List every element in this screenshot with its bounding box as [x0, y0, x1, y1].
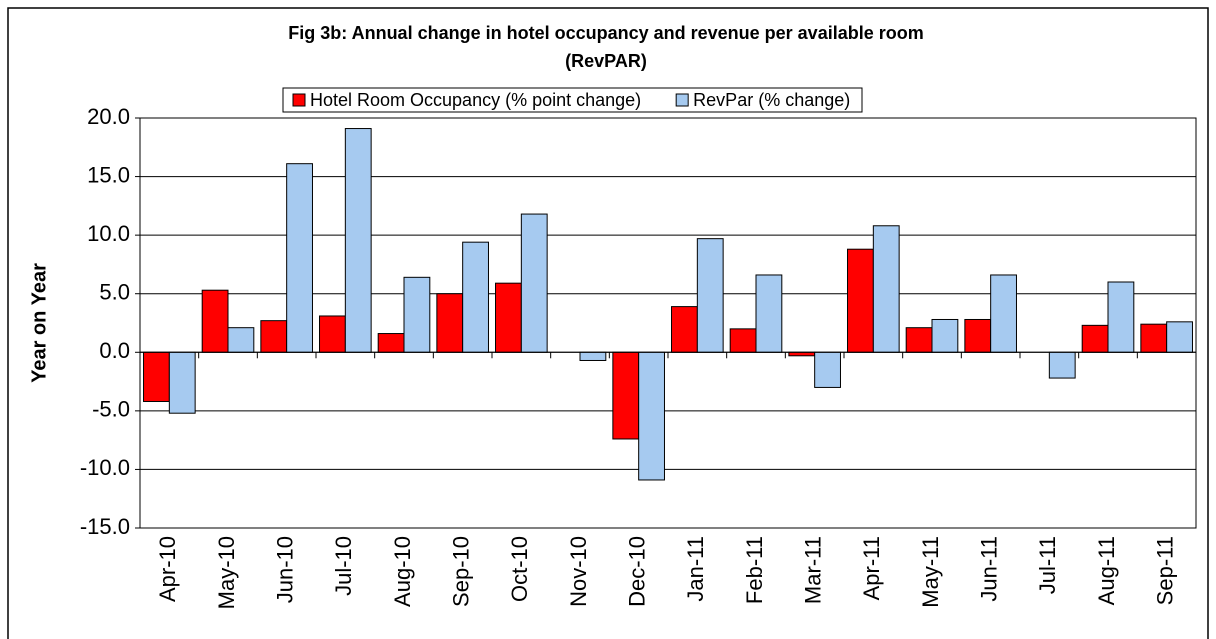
bar: [462, 241, 489, 353]
bar: [579, 351, 607, 361]
x-tick-label: May-11: [918, 536, 943, 608]
bar: [286, 163, 313, 353]
bar: [1107, 281, 1135, 353]
x-tick-label: Jun-10: [272, 536, 297, 603]
bar: [377, 333, 405, 353]
x-tick-label: Jul-11: [1035, 536, 1060, 594]
bar: [872, 225, 900, 353]
x-tick-label: Aug-10: [390, 536, 415, 607]
x-tick-label: Feb-11: [742, 536, 767, 604]
bar: [847, 248, 874, 353]
bar: [1166, 321, 1193, 353]
bar: [814, 351, 841, 388]
x-tick-label: Jun-11: [976, 536, 1001, 602]
bar: [990, 274, 1017, 353]
y-tick-label: 15.0: [87, 162, 130, 187]
chart-frame: [7, 7, 1209, 639]
bar: [964, 318, 992, 353]
bar: [612, 351, 640, 440]
bar: [495, 282, 522, 353]
legend-box: [282, 87, 863, 113]
bar: [403, 276, 431, 353]
bar: [638, 351, 665, 481]
bar: [436, 293, 464, 353]
x-tick-label: Sep-11: [1152, 536, 1177, 605]
y-axis-label: Year on Year: [28, 263, 50, 383]
bar: [520, 213, 548, 353]
chart-title: Fig 3b: Annual change in hotel occupancy…: [288, 23, 923, 43]
bar: [755, 274, 783, 353]
y-tick-label: 20.0: [87, 104, 130, 129]
x-tick-label: Apr-11: [859, 536, 884, 600]
x-tick-label: Dec-10: [624, 536, 649, 607]
chart-title: (RevPAR): [565, 51, 647, 71]
x-tick-label: Aug-11: [1094, 536, 1119, 605]
legend-label: RevPar (% change): [693, 90, 850, 110]
y-tick-label: -10.0: [80, 455, 130, 480]
x-tick-label: Jul-10: [331, 536, 356, 596]
x-tick-label: Oct-10: [507, 536, 532, 602]
bar: [905, 327, 933, 353]
y-tick-label: 5.0: [99, 280, 130, 305]
legend-swatch: [292, 93, 306, 107]
bar: [1140, 323, 1168, 353]
y-tick-label: -15.0: [80, 514, 130, 539]
x-tick-label: Jan-11: [683, 536, 708, 602]
bar: [1048, 351, 1076, 379]
bar: [143, 351, 170, 402]
bar: [227, 327, 255, 353]
legend-label: Hotel Room Occupancy (% point change): [310, 90, 641, 110]
bar: [319, 315, 346, 353]
x-tick-label: May-10: [214, 536, 239, 609]
bar: [344, 128, 372, 353]
bar: [1081, 324, 1109, 353]
legend-swatch: [675, 93, 689, 107]
y-tick-label: -5.0: [92, 397, 130, 422]
x-tick-label: Sep-10: [448, 536, 473, 607]
x-tick-label: Nov-10: [566, 536, 591, 607]
y-tick-label: 0.0: [99, 338, 130, 363]
bar: [788, 351, 816, 357]
bar: [696, 238, 724, 353]
bar: [260, 320, 288, 353]
bar: [729, 328, 757, 353]
bar: [931, 318, 959, 353]
bar: [201, 289, 229, 353]
x-tick-label: Mar-11: [800, 536, 825, 604]
bar: [671, 306, 698, 353]
bar: [168, 351, 196, 414]
x-tick-label: Apr-10: [155, 536, 180, 602]
y-tick-label: 10.0: [87, 221, 130, 246]
plot-area: [139, 117, 1197, 529]
